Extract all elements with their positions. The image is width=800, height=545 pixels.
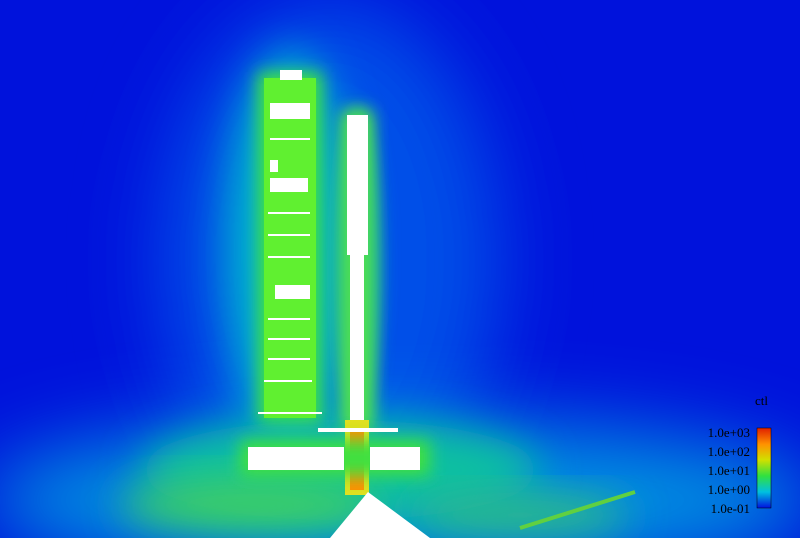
legend-label: 1.0e+01 [708,463,750,478]
launch-platform [240,428,430,476]
legend-label: 1.0e+00 [708,482,750,497]
legend-title: ctl [755,393,768,408]
tower [258,70,322,422]
legend-label: 1.0e+03 [708,425,750,440]
flame-trench [0,490,800,545]
color-legend: ctl 1.0e+03 1.0e+02 1.0e+01 1.0e+00 1.0e… [708,393,772,516]
legend-label: 1.0e+02 [708,444,750,459]
rocket [341,110,373,495]
legend-label: 1.0e-01 [711,501,750,516]
color-bar [756,427,772,509]
